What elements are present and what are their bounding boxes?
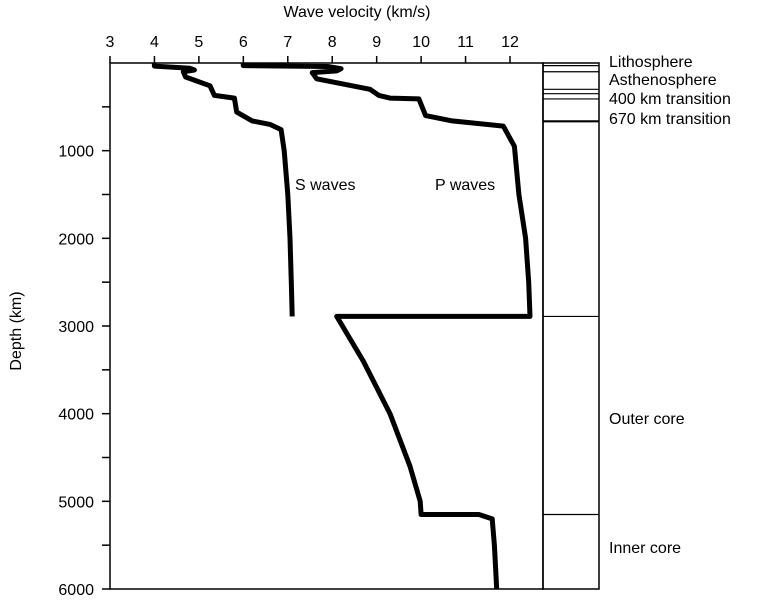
layer-label: Inner core — [609, 540, 681, 557]
series-layer — [151, 63, 533, 590]
y-tick-label: 1000 — [58, 144, 94, 161]
x-tick-label: 4 — [150, 34, 159, 51]
y-tick-label: 4000 — [58, 407, 94, 424]
x-tick-label: 12 — [501, 34, 519, 51]
s-wave-label: S waves — [295, 177, 355, 194]
x-tick-label: 10 — [412, 34, 430, 51]
y-tick-label: 5000 — [58, 494, 94, 511]
y-tick-label: 6000 — [58, 582, 94, 599]
x-tick-label: 5 — [194, 34, 203, 51]
y-tick-label: 3000 — [58, 319, 94, 336]
p-wave-curve — [240, 63, 533, 590]
x-tick-label: 9 — [372, 34, 381, 51]
x-tick-label: 8 — [328, 34, 337, 51]
p-wave-label: P waves — [435, 177, 495, 194]
y-axis-title: Depth (km) — [8, 291, 25, 370]
y-axis-ticks: 1000 2000 3000 4000 5000 6000 — [58, 106, 110, 599]
layer-label: 400 km transition — [609, 91, 731, 108]
layer-label: Asthenosphere — [609, 72, 717, 89]
y-tick-label: 2000 — [58, 231, 94, 248]
x-tick-label: 6 — [239, 34, 248, 51]
plot-frame — [109, 62, 544, 590]
x-axis-ticks: 3 4 5 6 7 8 9 10 11 12 — [106, 34, 519, 63]
s-wave-curve — [151, 63, 295, 317]
x-tick-label: 7 — [283, 34, 292, 51]
x-tick-label: 3 — [106, 34, 115, 51]
layer-boundaries — [543, 65, 599, 516]
x-tick-label: 11 — [457, 34, 474, 51]
x-axis-title: Wave velocity (km/s) — [284, 4, 431, 21]
layer-label: Lithosphere — [609, 54, 693, 71]
layer-label: Outer core — [609, 411, 685, 428]
layer-label: 670 km transition — [609, 111, 731, 128]
layer-column — [542, 62, 600, 590]
